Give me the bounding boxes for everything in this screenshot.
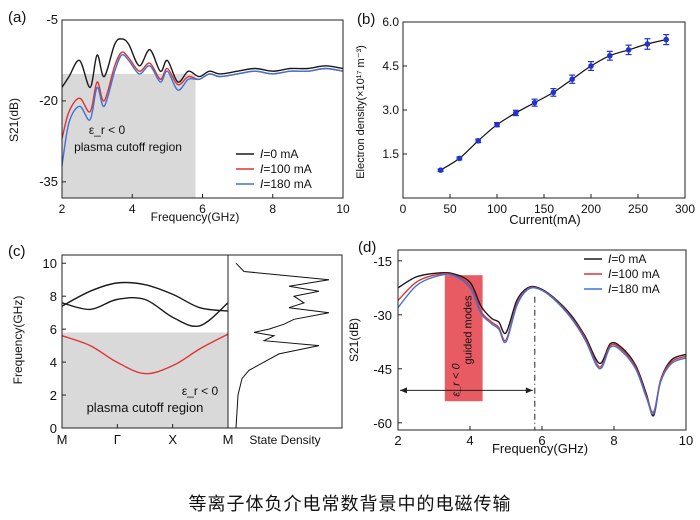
- x-tick-label-3: 8: [610, 433, 617, 448]
- y-tick-label-2: 4.5: [382, 59, 399, 73]
- data-point-12: [663, 36, 669, 43]
- panel-b: 0 50 100 150 200 250 300 1.5 3.0 4.5 6.0 Current(mA…: [355, 11, 695, 227]
- data-point-10: [625, 47, 632, 53]
- cutoff-annotation: plasma cutoff region: [87, 400, 204, 415]
- x-axis-label: Frequency(GHz): [492, 441, 588, 456]
- y-axis-label: S21(dB): [7, 98, 21, 142]
- y-tick-label-0: -5: [46, 12, 58, 27]
- eps-annotation: ε_r < 0: [182, 384, 219, 398]
- cutoff-shade: [62, 73, 196, 198]
- x-tick-label-4: 10: [336, 202, 350, 216]
- x-tick-label-1: 4: [466, 433, 473, 448]
- x-axis-label: Frequency(GHz): [151, 210, 240, 224]
- cutoff-annotation: plasma cutoff region: [74, 140, 182, 154]
- panel-label-a: (a): [8, 9, 26, 26]
- data-point-7: [569, 76, 575, 82]
- series-line-2: [397, 273, 687, 415]
- y-tick-label-2: 4: [50, 355, 57, 370]
- legend-label-0: I=0 mA: [260, 147, 298, 161]
- data-point-6: [550, 89, 557, 96]
- y-tick-label-5: 10: [43, 256, 57, 271]
- y-axis-label: Electron density(×10¹⁷ m⁻³): [355, 45, 367, 179]
- y-tick-label-2: -45: [373, 362, 392, 377]
- data-point-5: [531, 99, 538, 106]
- x-tick-label-0: M: [57, 432, 68, 447]
- band-line-2: [61, 333, 229, 375]
- panel-d: 2 4 6 8 10 -15 -30 -45 -60 Frequency(GHz) S21(dB) ε…: [347, 239, 693, 456]
- y-tick-label-1: -30: [373, 308, 392, 323]
- guided-modes-annotation: guided modes: [463, 295, 475, 365]
- panel-a: 2 4 6 8 10 -5 -20 -35 Frequency(GHz) S21(dB) ε_r <…: [7, 9, 350, 224]
- figure-caption: 等离子体负介电常数背景中的电磁传输: [188, 494, 512, 515]
- x-tick-label-2: 100: [487, 202, 507, 216]
- x-tick-label-3: M: [223, 432, 234, 447]
- legend-label-1: I=100 mA: [260, 162, 312, 176]
- y-tick-label-4: 8: [50, 289, 57, 304]
- x-tick-label-3: 8: [269, 202, 276, 216]
- x-tick-label-2: 6: [199, 202, 206, 216]
- eps-annotation: ε_r < 0: [451, 362, 463, 396]
- x-tick-label-2: X: [168, 432, 177, 447]
- eps-annotation: ε_r < 0: [89, 123, 126, 137]
- arrow-head-left: [400, 387, 407, 394]
- band-line-0: [61, 281, 229, 312]
- x-tick-label-1: 4: [129, 202, 136, 216]
- data-point-11: [644, 41, 651, 47]
- x-tick-label-4: 10: [679, 433, 693, 448]
- y-tick-label-0: 0: [50, 421, 57, 436]
- data-point-8: [588, 63, 594, 69]
- y-tick-label-3: 6: [50, 322, 57, 337]
- y-tick-label-3: 6.0: [382, 15, 399, 29]
- y-tick-label-1: 2: [50, 388, 57, 403]
- plot-frame: [402, 21, 686, 199]
- series-line-0: [61, 38, 344, 89]
- x-axis-label: Current(mA): [509, 212, 581, 227]
- x-tick-label-1: Γ: [114, 432, 121, 447]
- panel-label-d: (d): [358, 239, 376, 256]
- dos-frame: [227, 254, 343, 429]
- y-tick-label-1: -20: [39, 93, 58, 108]
- x-tick-label-5: 250: [628, 202, 648, 216]
- series-line-2: [61, 53, 344, 166]
- y-tick-label-3: -60: [373, 416, 392, 431]
- legend-label-1: I=100 mA: [608, 267, 660, 281]
- x-tick-label-2: 6: [538, 433, 545, 448]
- y-tick-label-0: -15: [373, 254, 392, 269]
- legend-label-2: I=180 mA: [608, 282, 660, 296]
- band-line-1: [61, 297, 229, 328]
- legend-label-2: I=180 mA: [260, 177, 312, 191]
- data-point-1: [456, 155, 463, 162]
- x-tick-label-0: 0: [400, 202, 407, 216]
- x-tick-label-0: 2: [59, 202, 66, 216]
- arrow-head-right: [525, 387, 533, 394]
- data-point-0: [437, 167, 444, 173]
- y-tick-label-0: 1.5: [382, 147, 399, 161]
- data-point-4: [513, 110, 519, 116]
- state-density-line: [235, 262, 330, 429]
- x-tick-label-0: 2: [394, 433, 401, 448]
- panel-label-c: (c): [8, 243, 26, 260]
- panel-label-b: (b): [357, 11, 375, 28]
- x-tick-label-1: 50: [443, 202, 457, 216]
- y-tick-label-2: -35: [39, 174, 58, 189]
- x-tick-label-6: 300: [675, 202, 695, 216]
- fit-line: [440, 39, 667, 171]
- legend-label-0: I=0 mA: [608, 252, 646, 266]
- y-axis-label: Frequency(GHz): [11, 296, 25, 385]
- x-tick-label-3: 150: [534, 202, 554, 216]
- y-tick-label-1: 3.0: [382, 103, 399, 117]
- data-point-3: [494, 121, 500, 128]
- data-point-2: [475, 138, 482, 144]
- x-tick-label-4: 200: [581, 202, 601, 216]
- data-point-9: [607, 52, 613, 59]
- y-axis-label: S21(dB): [347, 318, 361, 362]
- state-density-label: State Density: [249, 433, 320, 447]
